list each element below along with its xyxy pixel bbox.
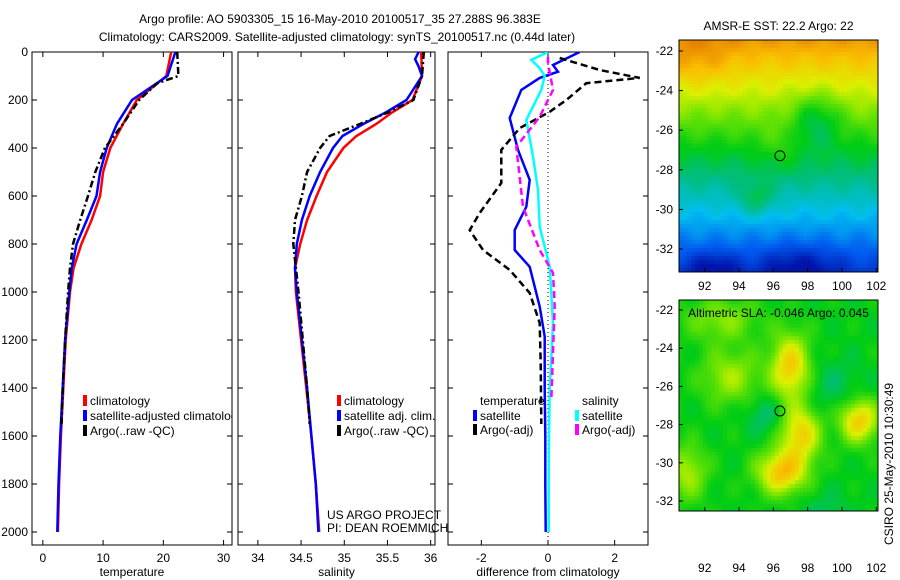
panel-1-xlabel: temperature (100, 565, 165, 579)
panel-1-series-satellite-adjusted-climatology (56, 52, 177, 533)
sst-map-xtick-label: 92 (698, 279, 712, 293)
sla-map-xtick-label: 102 (866, 561, 886, 575)
depth-tick-label: 400 (8, 141, 28, 155)
sla-map-xtick-label: 98 (801, 561, 815, 575)
legend-salinity-item-swatch (337, 395, 341, 406)
credit-line-2: PI: DEAN ROEMMICH (327, 521, 448, 535)
legend-label: climatology (90, 394, 150, 408)
panel-3-xtick-label: 0 (545, 551, 552, 565)
sla-map-xtick-label: 96 (767, 561, 781, 575)
legend-header-temperature: temperature (480, 394, 545, 408)
sst-map-ytick-label: -22 (656, 44, 674, 58)
sst-map-image (679, 40, 878, 272)
depth-tick-label: 200 (8, 93, 28, 107)
depth-tick-label: 600 (8, 189, 28, 203)
legend-salinity-item-label: Argo(..raw -QC) (344, 424, 429, 438)
credit-line-1: US ARGO PROJECT (327, 508, 442, 522)
panel-3-xtick-label: 2 (611, 551, 618, 565)
depth-tick-label: 1000 (1, 285, 28, 299)
legend-label: satellite-adjusted climatology (90, 409, 243, 423)
legend-swatch (83, 395, 87, 406)
sst-map-xtick-label: 96 (767, 279, 781, 293)
depth-tick-label: 0 (21, 45, 28, 59)
sla-map-axes-box (678, 299, 879, 512)
panel-3-series-temperature-satellite (508, 52, 581, 533)
sst-map-ytick-label: -28 (656, 163, 674, 177)
legend-swatch (83, 425, 87, 436)
sla-map-ytick-label: -24 (656, 341, 674, 355)
title-line-1: Argo profile: AO 5903305_15 16-May-2010 … (139, 12, 541, 26)
panel-1-axes-box (31, 51, 233, 546)
legend-salinity-item-label: climatology (344, 394, 404, 408)
sst-map-xtick-label: 100 (832, 279, 852, 293)
sla-map-xtick-label: 94 (732, 561, 746, 575)
sla-map-image (679, 300, 878, 511)
legend-salinity-item-swatch (337, 410, 341, 421)
panel-2-series-argo-raw-qc (292, 52, 426, 425)
panel-3-xlabel: difference from climatology (476, 565, 619, 579)
sst-map-xtick-label: 102 (866, 279, 886, 293)
legend-diff-temp-satellite-label: satellite (480, 409, 521, 423)
sst-map-xtick-label: 94 (732, 279, 746, 293)
panel-2-axes-box (237, 51, 436, 546)
panel-2-xtick-label: 34 (251, 551, 265, 565)
panel-2-xtick-label: 35.5 (376, 551, 400, 565)
legend-salinity-item-label: satellite adj. clim. (344, 409, 435, 423)
sst-map-ytick-label: -30 (656, 202, 674, 216)
depth-tick-label: 1400 (1, 381, 28, 395)
sla-map-xtick-label: 92 (698, 561, 712, 575)
sst-map-axes-box (678, 39, 879, 273)
legend-swatch (83, 410, 87, 421)
legend-diff-sal-argo-label: Argo(-adj) (582, 423, 635, 437)
panel-2-xtick-label: 34.5 (289, 551, 313, 565)
panel-1-series-argo-raw-qc (60, 52, 180, 425)
legend-diff-sal-argo-swatch (575, 424, 579, 435)
depth-tick-label: 2000 (1, 525, 28, 539)
legend-salinity-item-swatch (337, 425, 341, 436)
timestamp: CSIRO 25-May-2010 10:30:49 (882, 383, 896, 545)
panel-3-xtick-label: -2 (476, 551, 487, 565)
depth-tick-label: 800 (8, 237, 28, 251)
sst-map-argo-location-marker (774, 150, 786, 162)
title-line-2: Climatology: CARS2009. Satellite-adjuste… (99, 30, 575, 44)
legend-header-salinity: salinity (582, 394, 619, 408)
depth-tick-label: 1800 (1, 477, 28, 491)
sst-map-xtick-label: 98 (801, 279, 815, 293)
sst-map-title: AMSR-E SST: 22.2 Argo: 22 (703, 19, 853, 33)
panel-3-series-salinity-satellite (524, 52, 555, 532)
panel-2-xlabel: salinity (318, 565, 355, 579)
legend-diff-temp-satellite-swatch (473, 410, 477, 421)
sst-map-ytick-label: -26 (656, 123, 674, 137)
sla-map-ytick-label: -28 (656, 418, 674, 432)
panel-1-xtick-label: 0 (39, 551, 46, 565)
panel-1-xtick-label: 20 (157, 551, 171, 565)
legend-diff-sal-satellite-swatch (575, 410, 579, 421)
panel-3-series-temperature-argo-adj (468, 56, 640, 425)
panel-2-xtick-label: 36 (424, 551, 438, 565)
panel-1-xtick-label: 30 (217, 551, 231, 565)
depth-tick-label: 1200 (1, 333, 28, 347)
sst-map-ytick-label: -32 (656, 242, 674, 256)
sst-map-ytick-label: -24 (656, 84, 674, 98)
sla-map-ytick-label: -26 (656, 379, 674, 393)
legend-label: Argo(..raw -QC) (90, 424, 175, 438)
sla-map-title: Altimetric SLA: -0.046 Argo: 0.045 (688, 306, 869, 320)
legend-diff-temp-argo-swatch (473, 424, 477, 435)
panel-2-xtick-label: 35 (338, 551, 352, 565)
sla-map-ytick-label: -30 (656, 456, 674, 470)
panel-3-series-salinity-argo-adj (515, 56, 556, 401)
panel-1-xtick-label: 10 (96, 551, 110, 565)
sla-map-xtick-label: 100 (832, 561, 852, 575)
panel-1-series-climatology (56, 52, 173, 533)
depth-tick-label: 1600 (1, 429, 28, 443)
legend-diff-sal-satellite-label: satellite (582, 409, 623, 423)
sla-map-ytick-label: -32 (656, 494, 674, 508)
legend-diff-temp-argo-label: Argo(-adj) (480, 423, 533, 437)
sla-map-ytick-label: -22 (656, 303, 674, 317)
sla-map-argo-location-marker (774, 405, 786, 417)
